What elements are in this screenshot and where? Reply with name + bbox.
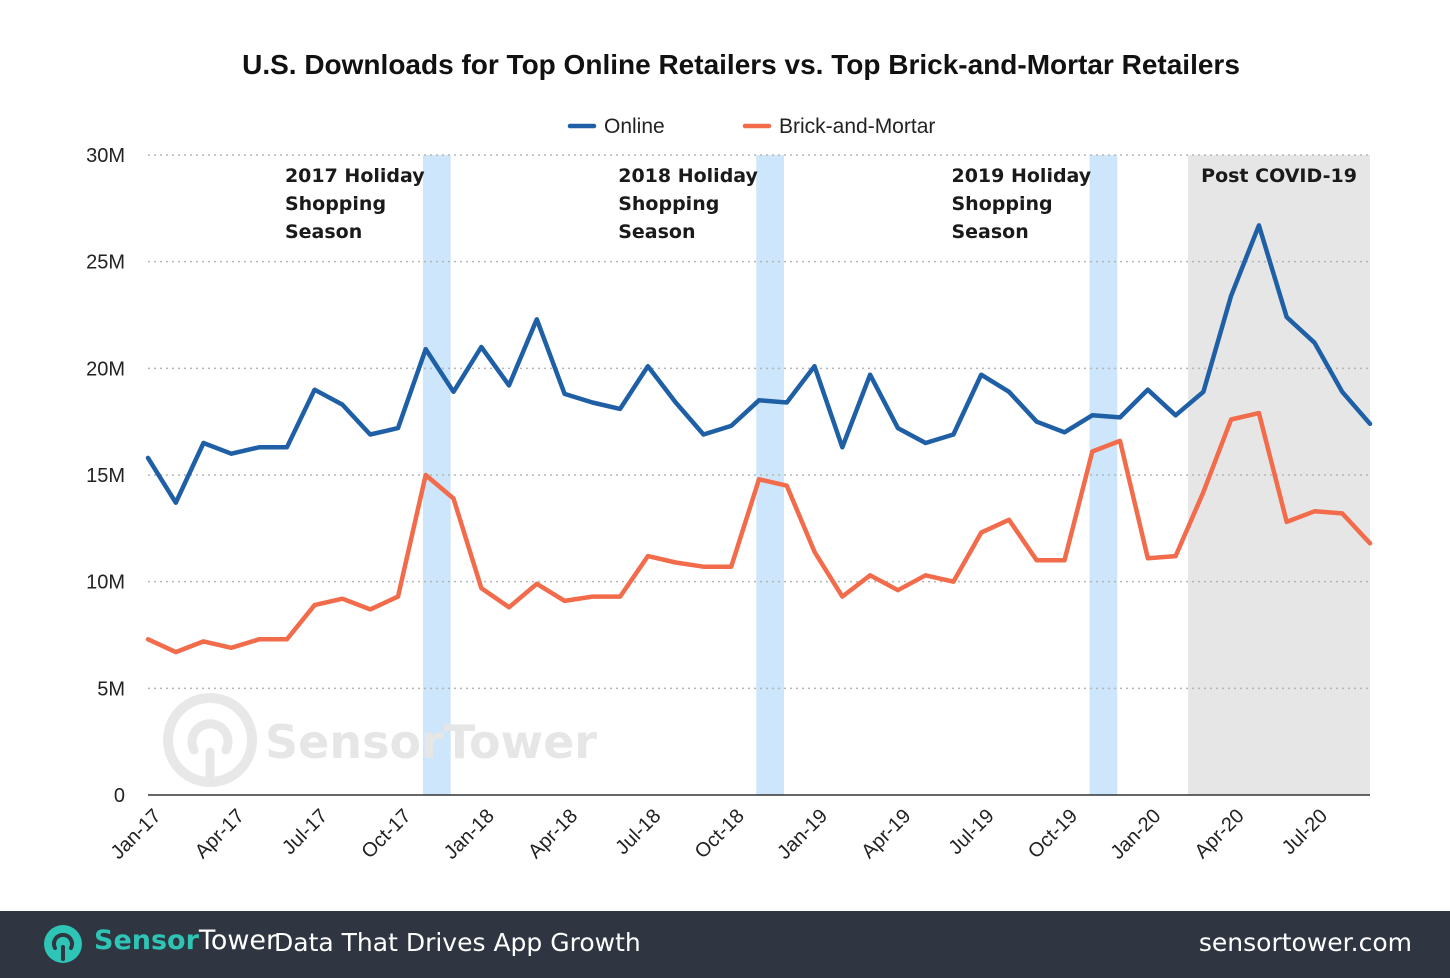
x-axis-tick-labels: Jan-17 Apr-17 Jul-17 Oct-17 Jan-18 Apr-18 Jul-… (107, 805, 1332, 864)
series-line-brick-and-mortar (145, 410, 1373, 655)
y-tick-label-4: 20M (86, 358, 125, 380)
y-tick-label-0: 0 (114, 785, 125, 807)
x-tick-label-14: Jul-20 (1278, 805, 1332, 859)
chart-title: U.S. Downloads for Top Online Retailers … (242, 49, 1240, 80)
footer-tagline: Data That Drives App Growth (274, 928, 641, 957)
sensortower-logo-icon (44, 925, 82, 963)
series-line-online (145, 223, 1373, 505)
band-label-holiday-2019-line-1: Shopping (951, 193, 1052, 215)
sensortower-watermark: SensorTower (163, 693, 597, 787)
footer-site-link[interactable]: sensortower.com (1198, 928, 1412, 957)
x-tick-label-1: Apr-17 (191, 805, 249, 863)
band-label-holiday-2017-line-1: Shopping (285, 193, 386, 215)
series-lines (145, 223, 1373, 655)
legend-label-1: Brick-and-Mortar (779, 115, 935, 138)
y-tick-label-2: 10M (86, 572, 125, 594)
y-tick-label-1: 5M (97, 678, 125, 700)
x-tick-label-0: Jan-17 (107, 805, 166, 864)
footer-bar: SensorTower Data That Drives App Growth … (0, 911, 1450, 978)
line-chart: SensorTower 0 5M 10M 15M 20M 25M 30M Jan-17 Apr… (86, 49, 1373, 864)
x-tick-label-12: Jan-20 (1107, 805, 1166, 864)
y-tick-label-3: 15M (86, 465, 125, 487)
legend: Online Brick-and-Mortar (567, 115, 935, 138)
x-tick-label-10: Jul-19 (945, 805, 999, 859)
band-post-covid (1188, 155, 1370, 795)
band-label-holiday-2018-line-0: 2018 Holiday (618, 165, 758, 187)
band-label-holiday-2017-line-2: Season (285, 221, 362, 243)
band-label-holiday-2018-line-1: Shopping (618, 193, 719, 215)
band-label-holiday-2019-line-2: Season (951, 221, 1028, 243)
x-tick-label-4: Jan-18 (440, 805, 499, 864)
band-label-holiday-2017-line-0: 2017 Holiday (285, 165, 425, 187)
x-tick-label-8: Jan-19 (773, 805, 832, 864)
footer-brand: SensorTower (94, 925, 277, 956)
x-tick-label-11: Oct-19 (1024, 805, 1082, 863)
x-tick-label-2: Jul-17 (278, 805, 332, 859)
y-tick-label-6: 30M (86, 145, 125, 167)
x-tick-label-6: Jul-18 (611, 805, 665, 859)
band-label-holiday-2018-line-2: Season (618, 221, 695, 243)
x-tick-label-3: Oct-17 (357, 805, 415, 863)
watermark-text: SensorTower (265, 715, 597, 769)
footer-brand-sensor: Sensor (94, 925, 199, 956)
band-annotations: 2017 Holiday Shopping Season 2018 Holiday Sh… (285, 165, 1357, 243)
highlight-bands (422, 155, 1370, 795)
y-tick-label-5: 25M (86, 252, 125, 274)
x-tick-label-7: Oct-18 (691, 805, 749, 863)
y-axis-tick-labels: 0 5M 10M 15M 20M 25M 30M (86, 145, 125, 807)
band-label-holiday-2019-line-0: 2019 Holiday (951, 165, 1091, 187)
x-tick-label-5: Apr-18 (524, 805, 582, 863)
band-label-post-covid-line-0: Post COVID-19 (1201, 165, 1357, 187)
x-tick-label-13: Apr-20 (1191, 805, 1249, 863)
footer-brand-tower: Tower (198, 925, 278, 956)
legend-label-0: Online (604, 115, 665, 138)
watermark-logo-mark-icon (187, 719, 233, 787)
x-tick-label-9: Apr-19 (857, 805, 915, 863)
